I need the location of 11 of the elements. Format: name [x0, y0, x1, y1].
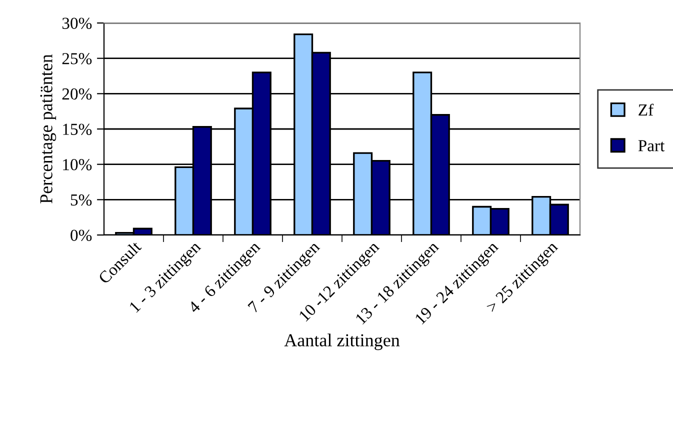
legend-label: Part: [638, 140, 665, 152]
y-tick-label: 30%: [62, 18, 92, 29]
legend-label: Zf: [638, 104, 654, 116]
y-tick-label: 20%: [62, 88, 92, 100]
y-axis-title: Percentage patiënten: [40, 54, 56, 204]
y-tick-label: 10%: [63, 159, 92, 170]
y-tick-label: 15%: [63, 124, 92, 135]
x-axis-title: Aantal zittingen: [284, 334, 400, 350]
y-tick-label: 25%: [62, 53, 92, 64]
y-tick-label: 0%: [70, 230, 92, 241]
y-tick-label: 5%: [70, 194, 92, 206]
